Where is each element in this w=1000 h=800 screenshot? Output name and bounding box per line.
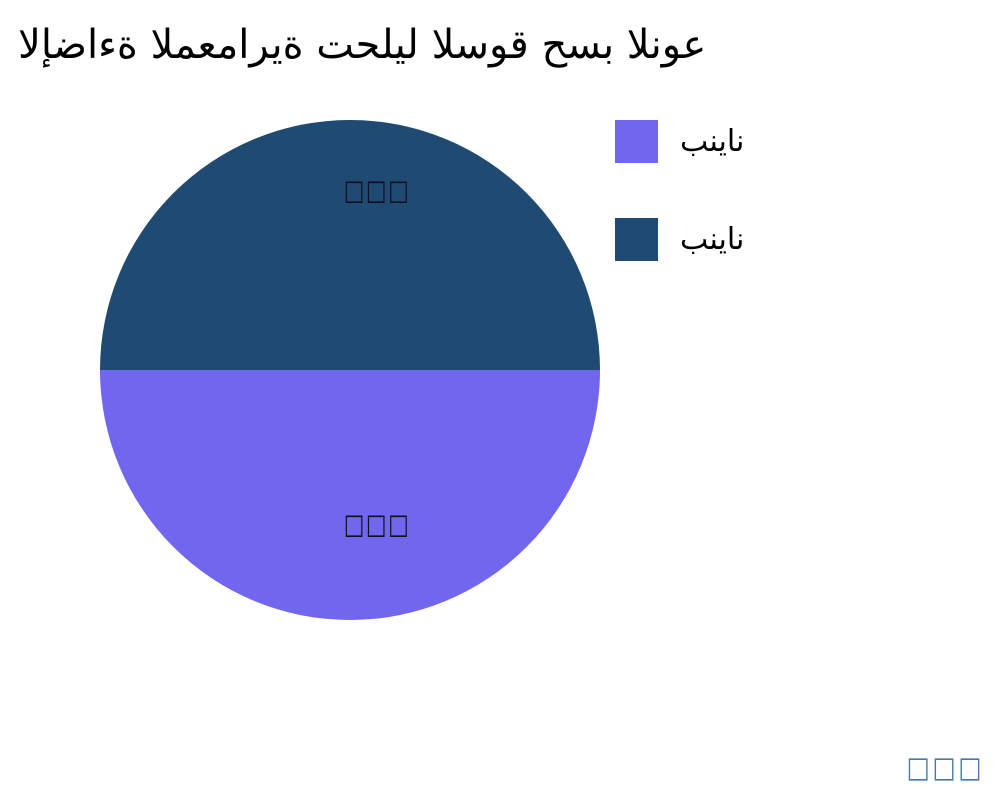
legend-swatch-navy-icon [615, 218, 658, 261]
pie-slice-bottom-label: □□□ [343, 507, 411, 541]
watermark-text: □□□ [906, 750, 984, 784]
legend-swatch-purple-icon [615, 120, 658, 163]
legend-item-purple: بنيان [615, 120, 744, 163]
chart-title: الإضاءة المعمارية تحليل السوق حسب النوع [18, 22, 707, 68]
legend-item-navy: بنيان [615, 218, 744, 261]
legend-label-navy: بنيان [680, 222, 745, 257]
pie-chart: □□□ □□□ [100, 120, 600, 620]
pie-slice-top-label: □□□ [343, 173, 411, 207]
legend-label-purple: بنيان [680, 124, 745, 159]
legend: بنيان بنيان [615, 120, 744, 316]
